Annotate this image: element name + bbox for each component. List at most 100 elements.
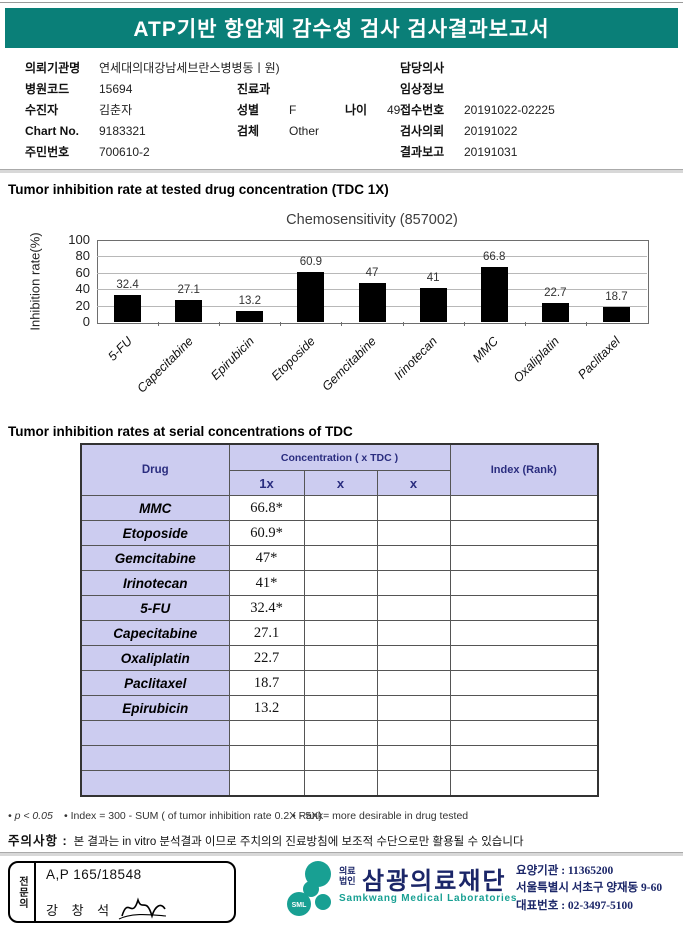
chart-bar [297, 272, 325, 322]
table-row [80, 770, 599, 797]
info-label: 주민번호 [25, 145, 70, 159]
table-header-x3: x [376, 470, 451, 496]
table-row: Epirubicin 13.2 [80, 695, 599, 721]
x-axis-tick [341, 322, 343, 326]
table-header-x2: x [303, 470, 378, 496]
info-value: 15694 [99, 81, 133, 96]
inhibition-value-cell: 47* [228, 545, 305, 571]
inhibition-value-cell [376, 645, 451, 671]
inhibition-value-cell [303, 745, 378, 771]
inhibition-value-cell [303, 770, 378, 797]
patient-info-right: 담당의사 임상정보 접수번호 20191022-02225 검사의뢰 20191022 결과… [400, 57, 680, 162]
drug-name-cell: Oxaliplatin [80, 645, 230, 671]
drug-name-cell: 5-FU [80, 595, 230, 621]
footnote-rank: • Rank= more desirable in drug tested [292, 810, 469, 822]
inhibition-value-cell: 27.1 [228, 620, 305, 646]
table-row: 5-FU 32.4* [80, 595, 599, 621]
inhibition-value-cell [376, 695, 451, 721]
bar-value-label: 60.9 [299, 256, 323, 269]
chemosensitivity-bar-chart: Chemosensitivity (857002) Inhibition rat… [0, 210, 683, 416]
inhibition-value-cell [228, 770, 305, 797]
info-label: 수진자 [25, 103, 59, 117]
inhibition-value-cell [376, 520, 451, 546]
info-value: 700610-2 [99, 144, 150, 159]
table-header-concentration: Concentration ( x TDC ) [228, 443, 451, 471]
gridline [97, 256, 647, 258]
tdc-concentration-table: Drug Concentration ( x TDC ) Index (Rank… [80, 443, 599, 797]
sml-logo-text: SML [292, 902, 308, 909]
inhibition-value-cell [376, 495, 451, 521]
drug-name-cell: Paclitaxel [80, 670, 230, 696]
logo-prefix-line1: 의료 [339, 866, 356, 876]
index-rank-cell [449, 545, 599, 571]
inhibition-value-cell [228, 745, 305, 771]
section-title-table: Tumor inhibition rates at serial concent… [8, 424, 353, 439]
x-axis-tick [219, 322, 221, 326]
drug-name-cell: Epirubicin [80, 695, 230, 721]
info-label: 의뢰기관명 [25, 61, 81, 75]
info-row: 임상정보 [400, 78, 680, 99]
x-axis-tick [585, 322, 587, 326]
info-label: Chart No. [25, 123, 79, 138]
info-value: 연세대의대강남세브란스병병동ㅣ원) [99, 61, 280, 75]
chart-bar [419, 288, 447, 322]
chart-bar [541, 303, 569, 322]
table-header-drug: Drug [80, 443, 230, 496]
index-rank-cell [449, 495, 599, 521]
index-rank-cell [449, 720, 599, 746]
stamp-license-number: A,P 165/18548 [46, 867, 142, 882]
patient-info-middle: 진료과 성별 F 나이 49 검체 Other [237, 78, 437, 141]
caution-note: 주의사항 : 본 결과는 in vitro 분석결과 이므로 주치의의 진료방침에… [8, 830, 524, 849]
bar-value-label: 66.8 [483, 251, 506, 264]
table-row: Gemcitabine 47* [80, 545, 599, 571]
inhibition-value-cell [303, 520, 378, 546]
chart-bar [236, 311, 264, 322]
patient-info-left: 의뢰기관명 연세대의대강남세브란스병병동ㅣ원) 병원코드 15694 수진자 김춘자 Cha… [25, 57, 375, 162]
stamp-side-label: 전문의 [16, 875, 28, 909]
y-axis-tick-label: 40 [75, 281, 90, 297]
bar-value-label: 22.7 [544, 287, 567, 300]
table-header-index: Index (Rank) [449, 443, 599, 496]
drug-name-cell [80, 745, 230, 771]
footer-divider [0, 852, 683, 856]
drug-name-cell: Irinotecan [80, 570, 230, 596]
drug-name-cell: Gemcitabine [80, 545, 230, 571]
info-label: 임상정보 [400, 82, 445, 96]
specialist-stamp-box: 전문의 A,P 165/18548 강 창 석 [8, 861, 236, 923]
index-rank-cell [449, 620, 599, 646]
bar-value-label: 18.7 [605, 290, 628, 303]
footnote-index-formula: • Index = 300 - SUM ( of tumor inhibitio… [64, 810, 322, 822]
y-axis-tick-label: 100 [68, 232, 90, 247]
y-axis-tick-label: 60 [75, 264, 90, 280]
info-row: 담당의사 [400, 57, 680, 78]
table-row: Oxaliplatin 22.7 [80, 645, 599, 671]
chart-bar [358, 283, 386, 322]
inhibition-value-cell: 60.9* [228, 520, 305, 546]
drug-name-cell [80, 770, 230, 797]
info-label: 병원코드 [25, 82, 70, 96]
index-rank-cell [449, 695, 599, 721]
index-rank-cell [449, 745, 599, 771]
inhibition-value-cell [303, 545, 378, 571]
section-divider [0, 169, 683, 173]
info-row: 검사의뢰 20191022 [400, 120, 680, 141]
info-value: 김춘자 [99, 103, 133, 117]
inhibition-value-cell [303, 670, 378, 696]
inhibition-value-cell: 32.4* [228, 595, 305, 621]
chart-bar [114, 295, 142, 322]
info-label: 결과보고 [400, 145, 445, 159]
inhibition-value-cell [303, 645, 378, 671]
info-value: F [289, 102, 297, 117]
info-row: 검체 Other [237, 120, 437, 141]
index-rank-cell [449, 570, 599, 596]
inhibition-value-cell [376, 745, 451, 771]
table-row: Capecitabine 27.1 [80, 620, 599, 646]
table-row: MMC 66.8* [80, 495, 599, 521]
logo-prefix: 의료 법인 [339, 866, 356, 887]
inhibition-value-cell: 66.8* [228, 495, 305, 521]
chart-bar [480, 267, 508, 322]
inhibition-value-cell: 22.7 [228, 645, 305, 671]
info-row: 주민번호 700610-2 [25, 141, 375, 162]
x-axis-tick [280, 322, 282, 326]
table-row [80, 745, 599, 771]
